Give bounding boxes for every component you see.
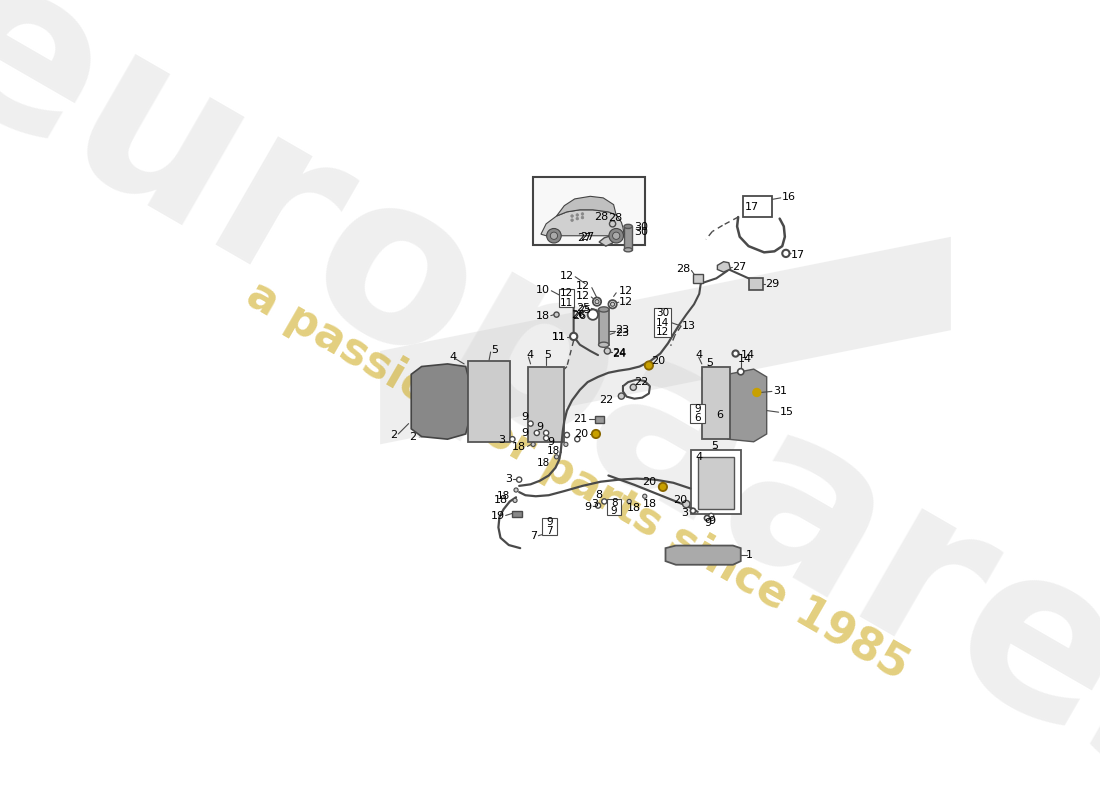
Circle shape	[564, 433, 570, 438]
Circle shape	[576, 214, 579, 216]
Circle shape	[509, 437, 515, 442]
Polygon shape	[728, 369, 767, 442]
Text: 14: 14	[740, 350, 755, 360]
Text: 21: 21	[573, 414, 587, 425]
Text: 30: 30	[635, 226, 648, 237]
Circle shape	[782, 250, 790, 257]
Circle shape	[608, 300, 617, 309]
Polygon shape	[717, 262, 730, 272]
Circle shape	[595, 503, 601, 508]
Text: 9: 9	[546, 518, 552, 527]
Bar	[513, 510, 521, 517]
Text: 24: 24	[613, 349, 627, 358]
Text: 8: 8	[610, 498, 617, 508]
Text: 6: 6	[694, 413, 701, 423]
Text: 5: 5	[492, 345, 498, 355]
Text: 27: 27	[578, 233, 592, 243]
Polygon shape	[541, 210, 624, 237]
Text: 9: 9	[694, 403, 701, 414]
Circle shape	[564, 442, 568, 446]
Text: 27: 27	[732, 262, 746, 272]
Circle shape	[581, 216, 584, 219]
Text: 12: 12	[560, 270, 573, 281]
Text: 29: 29	[766, 279, 780, 289]
Text: 5: 5	[544, 350, 551, 359]
Text: 6: 6	[716, 410, 723, 420]
Text: 18: 18	[496, 491, 509, 502]
Text: 10: 10	[536, 285, 550, 294]
Circle shape	[543, 430, 549, 435]
Circle shape	[593, 298, 602, 306]
Text: 9: 9	[547, 437, 554, 446]
Ellipse shape	[624, 224, 632, 229]
Bar	[595, 416, 604, 423]
Bar	[693, 274, 703, 283]
Circle shape	[613, 232, 619, 239]
Text: 3: 3	[681, 508, 688, 518]
Circle shape	[708, 514, 714, 518]
Bar	[598, 310, 609, 345]
Text: 12: 12	[576, 281, 591, 291]
Circle shape	[531, 442, 536, 446]
Text: 4: 4	[449, 352, 456, 362]
Bar	[697, 458, 734, 510]
Text: 20: 20	[651, 356, 666, 366]
Circle shape	[754, 389, 760, 396]
Text: 20: 20	[673, 495, 688, 506]
Text: 16: 16	[782, 192, 795, 202]
Text: 11: 11	[560, 298, 573, 308]
Bar	[691, 404, 705, 422]
Text: 13: 13	[682, 321, 696, 331]
Text: 12: 12	[560, 288, 573, 298]
Bar	[559, 289, 573, 307]
Circle shape	[587, 310, 598, 320]
Text: 24: 24	[612, 347, 626, 358]
Circle shape	[642, 494, 647, 498]
Circle shape	[602, 499, 607, 504]
Text: 18: 18	[644, 499, 658, 509]
Text: 27: 27	[580, 232, 594, 242]
Bar	[469, 362, 509, 442]
Text: 1: 1	[746, 550, 752, 560]
Polygon shape	[666, 546, 740, 565]
Text: 3: 3	[591, 499, 598, 509]
Circle shape	[609, 221, 616, 227]
Circle shape	[528, 421, 534, 426]
Circle shape	[517, 477, 521, 482]
Circle shape	[610, 302, 615, 306]
Text: 31: 31	[773, 386, 786, 396]
Circle shape	[618, 393, 625, 399]
Text: 12: 12	[619, 286, 632, 296]
Text: 18: 18	[537, 458, 550, 468]
Bar	[528, 366, 564, 442]
Circle shape	[604, 348, 611, 354]
Text: 4: 4	[695, 350, 703, 360]
Text: 9: 9	[708, 516, 715, 526]
Circle shape	[645, 362, 653, 370]
Text: 28: 28	[676, 265, 691, 274]
Text: 9: 9	[610, 506, 617, 516]
Text: 18: 18	[513, 442, 527, 452]
Circle shape	[554, 312, 559, 318]
Circle shape	[733, 350, 739, 357]
Circle shape	[659, 482, 667, 491]
Text: 5: 5	[706, 358, 713, 368]
Polygon shape	[557, 196, 616, 216]
Text: a passion for parts since 1985: a passion for parts since 1985	[239, 273, 916, 689]
Text: 2: 2	[390, 430, 397, 440]
Text: 9: 9	[584, 502, 592, 512]
Text: 17: 17	[745, 202, 759, 212]
Circle shape	[691, 508, 695, 514]
Text: 18: 18	[494, 495, 508, 506]
Text: 23: 23	[615, 328, 629, 338]
Text: 4: 4	[527, 350, 534, 360]
Text: 7: 7	[530, 530, 537, 541]
Text: 3: 3	[498, 435, 506, 446]
Text: 7: 7	[546, 526, 552, 535]
Text: 3: 3	[505, 474, 512, 484]
Text: 8: 8	[595, 490, 602, 500]
Circle shape	[574, 437, 580, 442]
Text: 12: 12	[656, 327, 669, 337]
Circle shape	[570, 333, 578, 340]
